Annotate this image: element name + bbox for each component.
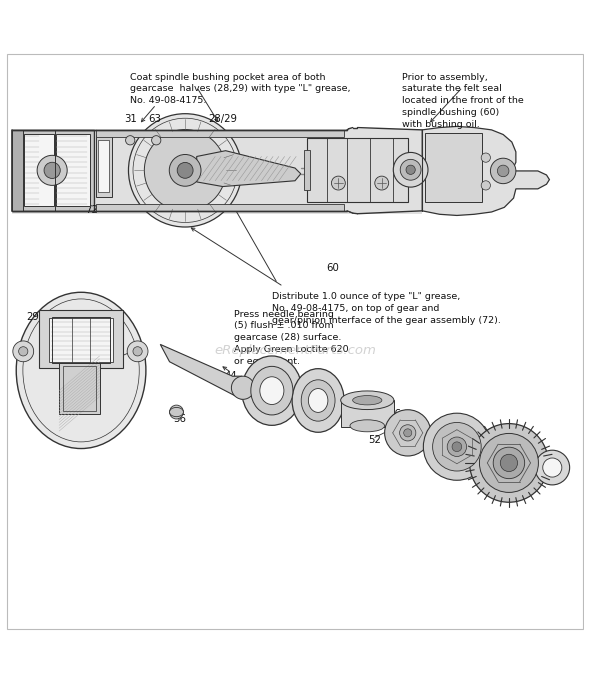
- Circle shape: [231, 376, 254, 400]
- Ellipse shape: [447, 437, 467, 456]
- Circle shape: [535, 450, 569, 485]
- Ellipse shape: [242, 356, 302, 426]
- Polygon shape: [160, 344, 248, 400]
- Text: 43: 43: [510, 439, 523, 449]
- Circle shape: [169, 405, 183, 419]
- Circle shape: [177, 163, 193, 178]
- Bar: [304, 150, 310, 190]
- Ellipse shape: [350, 420, 385, 432]
- Ellipse shape: [399, 425, 416, 441]
- Circle shape: [129, 113, 242, 227]
- Circle shape: [481, 153, 490, 163]
- Text: eReplacementParts.com: eReplacementParts.com: [214, 344, 376, 357]
- Bar: [99, 140, 109, 193]
- Ellipse shape: [340, 391, 394, 410]
- Bar: [52, 317, 110, 363]
- Text: 52: 52: [368, 435, 381, 445]
- Bar: [340, 400, 394, 427]
- Text: 44: 44: [225, 371, 238, 381]
- Ellipse shape: [251, 366, 293, 415]
- Text: 51: 51: [440, 419, 453, 429]
- Ellipse shape: [385, 410, 431, 456]
- Circle shape: [44, 163, 60, 178]
- Circle shape: [126, 136, 135, 145]
- Text: 56: 56: [173, 414, 186, 424]
- Text: Distribute 1.0 ounce of type "L" grease,
No. 49-08-4175, on top of gear and
gear: Distribute 1.0 ounce of type "L" grease,…: [272, 292, 501, 325]
- Circle shape: [332, 176, 345, 190]
- Text: 72: 72: [48, 311, 61, 322]
- Bar: [24, 134, 54, 206]
- Bar: [307, 138, 408, 201]
- Ellipse shape: [309, 389, 328, 413]
- Text: 30: 30: [267, 386, 280, 395]
- Circle shape: [406, 165, 415, 174]
- Circle shape: [133, 347, 142, 356]
- Ellipse shape: [452, 442, 462, 451]
- Bar: [12, 128, 96, 214]
- Bar: [96, 204, 344, 211]
- Circle shape: [152, 136, 161, 145]
- Circle shape: [497, 165, 509, 177]
- Circle shape: [13, 341, 34, 362]
- Ellipse shape: [353, 395, 382, 405]
- Bar: [63, 366, 96, 411]
- Bar: [50, 318, 113, 362]
- Ellipse shape: [404, 429, 412, 437]
- Text: 31: 31: [124, 114, 137, 124]
- Circle shape: [400, 159, 421, 180]
- Bar: [55, 134, 90, 206]
- Circle shape: [375, 176, 389, 190]
- Text: Coat spindle bushing pocket area of both
gearcase  halves (28,29) with type "L" : Coat spindle bushing pocket area of both…: [130, 72, 350, 105]
- Circle shape: [493, 447, 525, 479]
- Circle shape: [394, 152, 428, 187]
- Circle shape: [480, 434, 539, 492]
- Bar: [425, 133, 483, 201]
- Bar: [96, 128, 422, 214]
- Circle shape: [19, 347, 28, 356]
- Text: 60: 60: [327, 263, 340, 273]
- Ellipse shape: [424, 413, 490, 480]
- Text: 63: 63: [149, 114, 162, 124]
- Text: Prior to assembly,
saturate the felt seal
located in the front of the
spindle bu: Prior to assembly, saturate the felt sea…: [402, 72, 524, 129]
- Text: 72: 72: [85, 206, 98, 215]
- Ellipse shape: [17, 292, 146, 449]
- Circle shape: [470, 423, 548, 502]
- Circle shape: [127, 341, 148, 362]
- Polygon shape: [196, 151, 301, 186]
- Circle shape: [169, 154, 201, 186]
- Text: Press needle bearing
(5) flush ± .010 from
gearcase (28) surface.
Apply Green Lo: Press needle bearing (5) flush ± .010 fr…: [234, 309, 349, 366]
- Ellipse shape: [292, 369, 344, 432]
- Text: 45: 45: [314, 400, 327, 410]
- Circle shape: [37, 155, 67, 185]
- Circle shape: [145, 130, 226, 211]
- Polygon shape: [422, 126, 549, 215]
- Bar: [40, 309, 123, 367]
- Text: 5: 5: [137, 344, 144, 353]
- Circle shape: [481, 181, 490, 190]
- Ellipse shape: [432, 423, 481, 471]
- Text: 28/29: 28/29: [208, 114, 237, 124]
- Circle shape: [543, 458, 562, 477]
- Circle shape: [500, 454, 517, 471]
- Bar: [96, 130, 344, 137]
- Bar: [12, 130, 23, 211]
- Bar: [12, 130, 94, 211]
- Text: 1: 1: [38, 357, 44, 367]
- Text: 66: 66: [388, 408, 401, 419]
- Ellipse shape: [301, 380, 335, 421]
- Ellipse shape: [260, 377, 284, 404]
- Text: 29: 29: [26, 311, 39, 322]
- Circle shape: [490, 158, 516, 184]
- Text: 28: 28: [109, 311, 122, 322]
- Ellipse shape: [169, 408, 183, 417]
- Bar: [96, 135, 112, 197]
- Bar: [59, 363, 100, 414]
